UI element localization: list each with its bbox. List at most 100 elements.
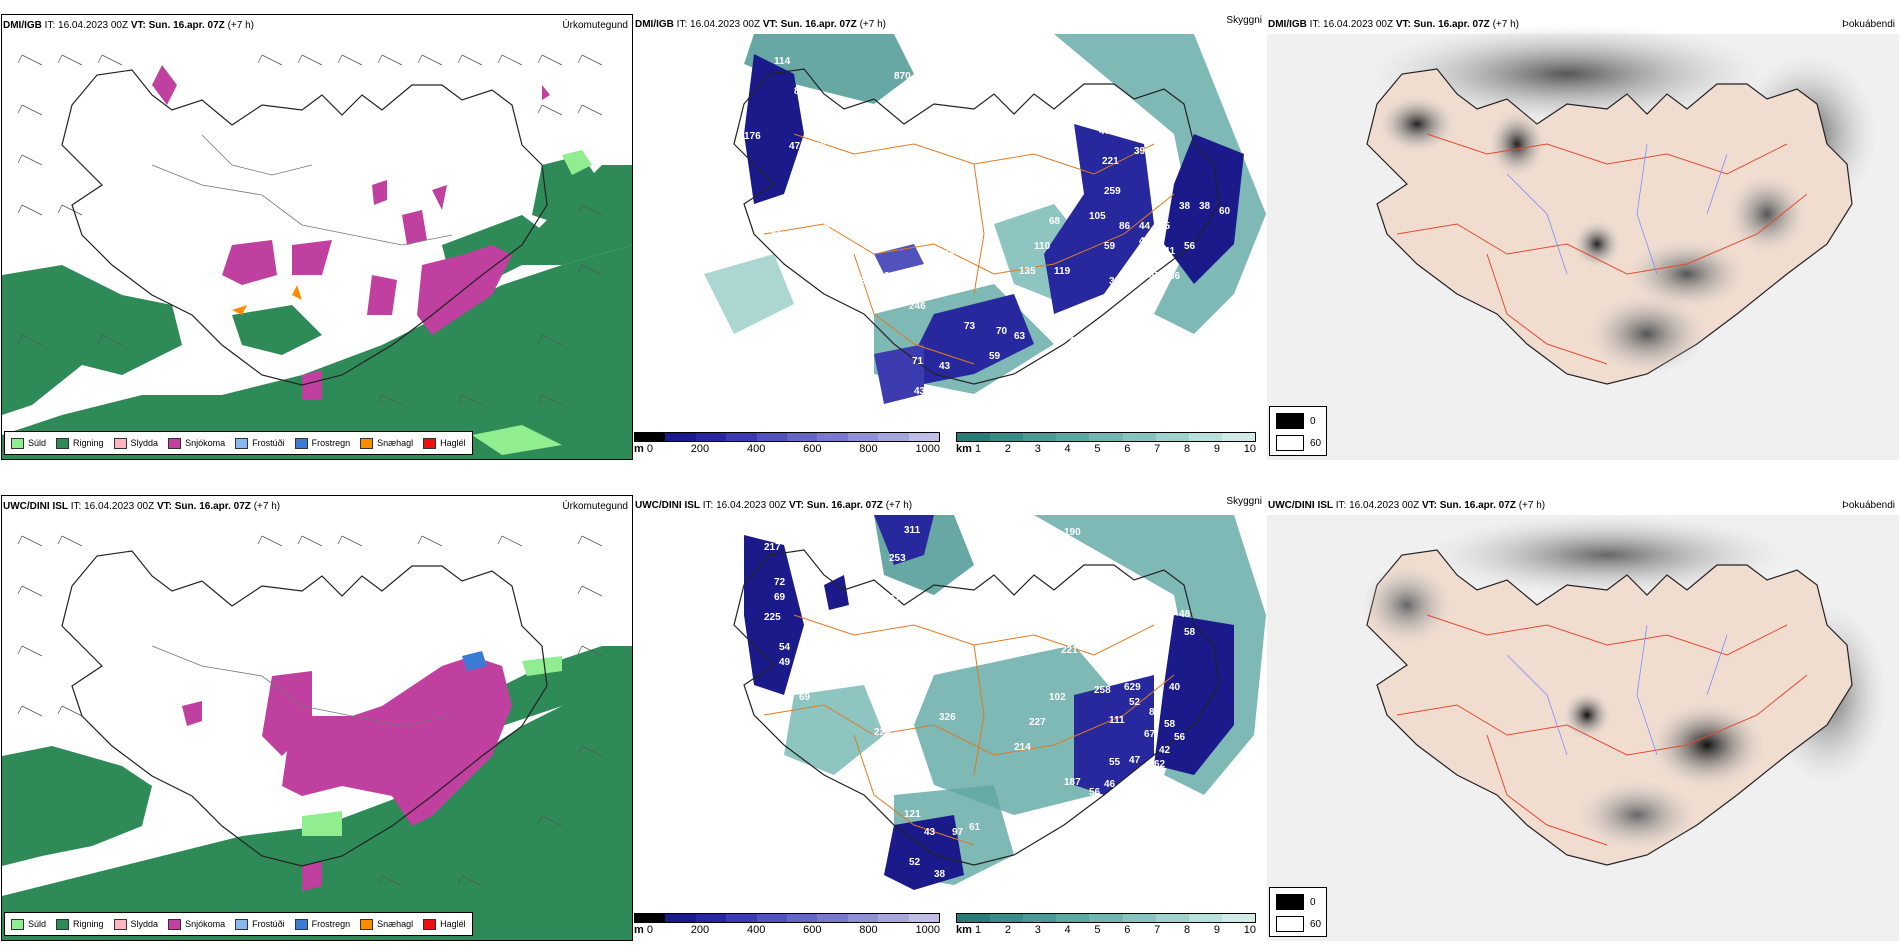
legend-item-7: Haglél bbox=[423, 437, 466, 449]
svg-text:47: 47 bbox=[1064, 321, 1076, 332]
svg-text:86: 86 bbox=[1119, 221, 1131, 232]
svg-text:81: 81 bbox=[884, 116, 896, 127]
svg-text:116: 116 bbox=[1064, 802, 1081, 813]
svg-text:63: 63 bbox=[1014, 331, 1026, 342]
fog-map-uwc bbox=[1267, 515, 1899, 941]
svg-text:187: 187 bbox=[1064, 777, 1081, 788]
panel-header: DMI/IGB IT: 16.04.2023 00Z VT: Sun. 16.a… bbox=[3, 20, 254, 31]
svg-text:58: 58 bbox=[1164, 719, 1176, 730]
svg-text:49: 49 bbox=[779, 657, 791, 668]
svg-text:38: 38 bbox=[934, 869, 946, 880]
svg-text:311: 311 bbox=[904, 525, 921, 536]
svg-text:53: 53 bbox=[804, 116, 816, 127]
svg-text:86: 86 bbox=[1149, 707, 1161, 718]
svg-text:59: 59 bbox=[1104, 241, 1116, 252]
svg-text:44: 44 bbox=[1139, 221, 1151, 232]
svg-text:74: 74 bbox=[1094, 111, 1106, 122]
svg-text:66: 66 bbox=[1169, 271, 1181, 282]
svg-text:84: 84 bbox=[794, 86, 806, 97]
panel-header: UWC/DINI ISL IT: 16.04.2023 00Z VT: Sun.… bbox=[635, 500, 913, 511]
svg-text:39: 39 bbox=[1144, 251, 1156, 262]
svg-text:72: 72 bbox=[774, 577, 786, 588]
svg-text:217: 217 bbox=[764, 542, 781, 553]
legend-swatch bbox=[168, 437, 182, 449]
precip-map-dmi bbox=[2, 54, 632, 459]
legend-swatch bbox=[56, 918, 70, 930]
fog-legend-row: 60 bbox=[1276, 916, 1326, 932]
panel-header: UWC/DINI ISL IT: 16.04.2023 00Z VT: Sun.… bbox=[3, 501, 281, 512]
precip-map-uwc bbox=[2, 535, 632, 940]
svg-text:326: 326 bbox=[939, 712, 956, 723]
svg-text:43: 43 bbox=[914, 386, 926, 397]
svg-text:45: 45 bbox=[1139, 236, 1151, 247]
svg-text:176: 176 bbox=[744, 131, 761, 142]
legend-swatch bbox=[113, 437, 127, 449]
fog-swatch bbox=[1276, 413, 1304, 429]
legend-swatch bbox=[423, 437, 437, 449]
panel-title: Þokuábendi bbox=[1842, 500, 1895, 511]
legend-swatch bbox=[11, 918, 24, 930]
colorbar-km-bar bbox=[956, 432, 1256, 442]
visibility-colorbar-m: m 0 200 400 600 800 1000 bbox=[634, 432, 940, 455]
svg-text:55: 55 bbox=[1109, 757, 1121, 768]
svg-text:48: 48 bbox=[1179, 609, 1191, 620]
svg-text:110: 110 bbox=[1034, 241, 1051, 252]
visibility-colorbar-m: m 0 200 400 600 800 1000 bbox=[634, 913, 940, 936]
panel-title: Úrkomutegund bbox=[562, 501, 628, 512]
svg-text:227: 227 bbox=[1029, 717, 1046, 728]
svg-text:67: 67 bbox=[889, 594, 901, 605]
precip-legend: Súld Rigning Slydda Snjókoma Frostúði Fr… bbox=[4, 431, 473, 455]
svg-text:176: 176 bbox=[1019, 296, 1036, 307]
svg-text:74: 74 bbox=[814, 206, 826, 217]
legend-swatch bbox=[360, 918, 374, 930]
colorbar-m-bar bbox=[634, 913, 940, 923]
panel-title: Skyggni bbox=[1226, 15, 1262, 26]
svg-text:68: 68 bbox=[1049, 216, 1061, 227]
svg-text:321: 321 bbox=[884, 271, 901, 282]
panel-header: UWC/DINI ISL IT: 16.04.2023 00Z VT: Sun.… bbox=[1268, 500, 1546, 511]
svg-text:121: 121 bbox=[904, 809, 921, 820]
visibility-colorbar-km: km 1 2 3 4 5 6 7 8 9 10 bbox=[956, 432, 1256, 455]
svg-text:61: 61 bbox=[969, 822, 981, 833]
fog-map-dmi bbox=[1267, 24, 1899, 460]
svg-text:103: 103 bbox=[809, 141, 826, 152]
fog-legend-row: 60 bbox=[1276, 435, 1326, 451]
legend-item-2: Slydda bbox=[113, 918, 158, 930]
panel-header: DMI/IGB IT: 16.04.2023 00Z VT: Sun. 16.a… bbox=[635, 19, 886, 30]
svg-text:60: 60 bbox=[1219, 206, 1231, 217]
svg-text:45: 45 bbox=[769, 226, 781, 237]
svg-text:94: 94 bbox=[824, 221, 836, 232]
svg-text:43: 43 bbox=[1084, 311, 1096, 322]
fog-swatch bbox=[1276, 435, 1304, 451]
model-name: UWC/DINI ISL bbox=[635, 500, 700, 511]
colorbar-m-bar bbox=[634, 432, 940, 442]
fog-legend: 0 60 bbox=[1269, 406, 1327, 456]
legend-item-3: Snjókoma bbox=[168, 918, 225, 930]
svg-text:224: 224 bbox=[874, 727, 891, 738]
colorbar-m-ticks: m 0 200 400 600 800 1000 bbox=[634, 924, 940, 936]
svg-text:54: 54 bbox=[779, 642, 791, 653]
svg-text:62: 62 bbox=[1154, 759, 1166, 770]
legend-item-4: Frostúði bbox=[235, 437, 285, 449]
legend-swatch bbox=[235, 437, 249, 449]
svg-text:46: 46 bbox=[1104, 779, 1116, 790]
legend-item-0: Súld bbox=[11, 437, 46, 449]
legend-item-0: Súld bbox=[11, 918, 46, 930]
svg-text:190: 190 bbox=[1064, 527, 1081, 538]
svg-text:52: 52 bbox=[909, 857, 921, 868]
svg-text:65: 65 bbox=[1149, 126, 1161, 137]
svg-text:43: 43 bbox=[939, 361, 951, 372]
svg-text:59: 59 bbox=[989, 351, 1001, 362]
model-name: DMI/IGB bbox=[1268, 19, 1307, 30]
svg-text:69: 69 bbox=[774, 592, 786, 603]
svg-text:253: 253 bbox=[889, 553, 906, 564]
visibility-map-dmi: 114 84 53 304 81 47 103 176 49 83 74 94 … bbox=[704, 34, 1266, 404]
fog-legend: 0 60 bbox=[1269, 887, 1327, 937]
svg-text:45: 45 bbox=[1159, 221, 1171, 232]
legend-swatch bbox=[423, 918, 437, 930]
legend-swatch bbox=[56, 437, 70, 449]
panel-title: Skyggni bbox=[1226, 496, 1262, 507]
svg-text:427: 427 bbox=[1099, 665, 1116, 676]
svg-text:70: 70 bbox=[996, 326, 1008, 337]
legend-swatch bbox=[168, 918, 182, 930]
